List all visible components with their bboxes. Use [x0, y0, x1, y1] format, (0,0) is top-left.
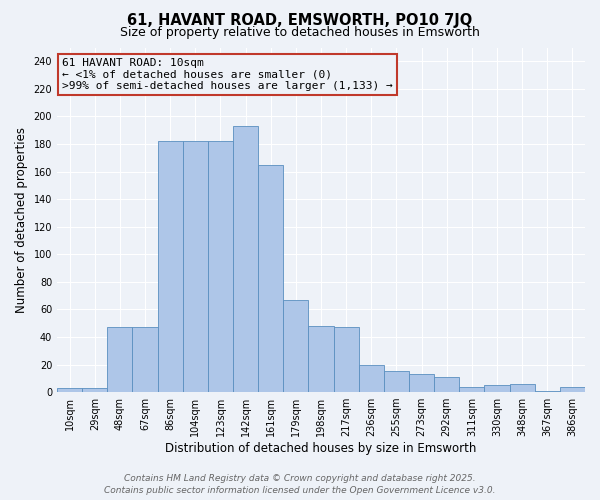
Bar — [484, 385, 509, 392]
Text: Size of property relative to detached houses in Emsworth: Size of property relative to detached ho… — [120, 26, 480, 39]
Bar — [509, 384, 535, 392]
Text: 61, HAVANT ROAD, EMSWORTH, PO10 7JQ: 61, HAVANT ROAD, EMSWORTH, PO10 7JQ — [127, 12, 473, 28]
Text: 61 HAVANT ROAD: 10sqm
← <1% of detached houses are smaller (0)
>99% of semi-deta: 61 HAVANT ROAD: 10sqm ← <1% of detached … — [62, 58, 393, 91]
Bar — [560, 386, 585, 392]
Bar — [82, 388, 107, 392]
Bar — [359, 364, 384, 392]
Bar — [158, 141, 183, 392]
Bar — [283, 300, 308, 392]
Bar — [334, 328, 359, 392]
Bar — [308, 326, 334, 392]
X-axis label: Distribution of detached houses by size in Emsworth: Distribution of detached houses by size … — [166, 442, 477, 455]
Bar — [183, 141, 208, 392]
Bar — [384, 372, 409, 392]
Y-axis label: Number of detached properties: Number of detached properties — [15, 127, 28, 313]
Bar — [459, 386, 484, 392]
Bar — [233, 126, 258, 392]
Bar — [57, 388, 82, 392]
Bar — [409, 374, 434, 392]
Bar — [258, 164, 283, 392]
Bar — [434, 377, 459, 392]
Bar — [208, 141, 233, 392]
Bar — [107, 328, 133, 392]
Bar — [535, 390, 560, 392]
Bar — [133, 328, 158, 392]
Text: Contains HM Land Registry data © Crown copyright and database right 2025.
Contai: Contains HM Land Registry data © Crown c… — [104, 474, 496, 495]
